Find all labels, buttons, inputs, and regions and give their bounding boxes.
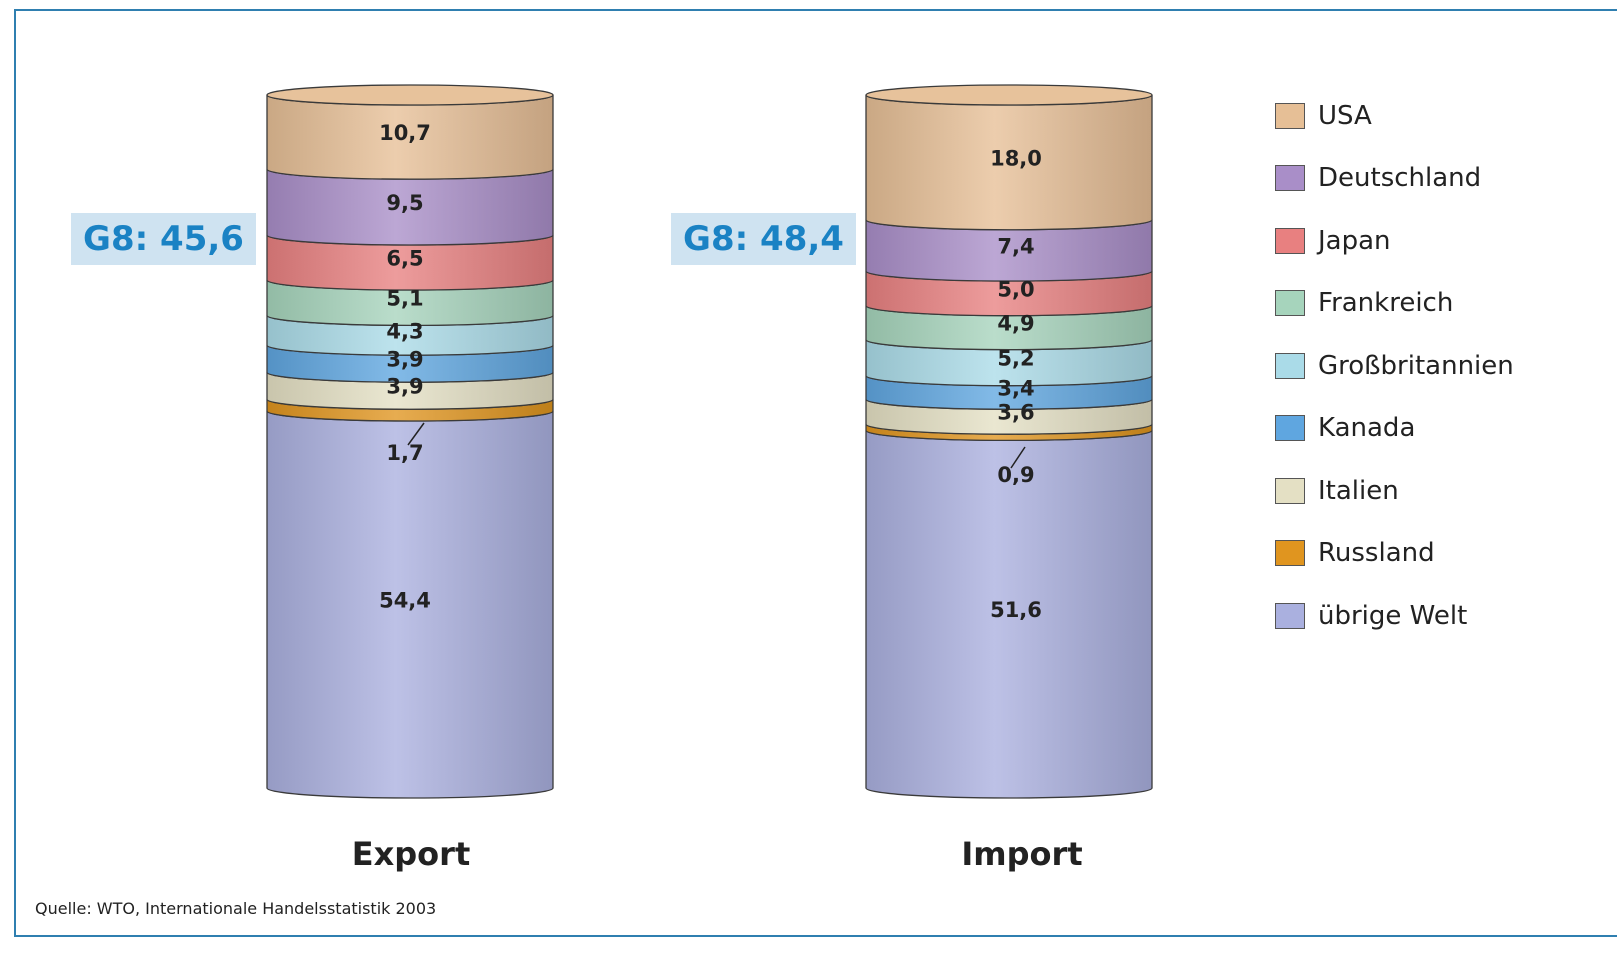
data-label: 9,5 bbox=[386, 191, 423, 215]
data-label: 7,4 bbox=[997, 234, 1034, 258]
leader-line bbox=[1010, 446, 1026, 469]
data-label: 6,5 bbox=[386, 247, 423, 271]
data-label: 54,4 bbox=[379, 589, 431, 613]
legend-label: Kanada bbox=[1318, 413, 1416, 443]
legend-swatch bbox=[1275, 540, 1305, 566]
data-label: 0,9 bbox=[997, 463, 1034, 487]
data-label: 3,4 bbox=[997, 376, 1034, 400]
source-note: Quelle: WTO, Internationale Handelsstati… bbox=[35, 899, 437, 918]
data-label: 10,7 bbox=[379, 121, 431, 145]
legend-swatch bbox=[1275, 228, 1305, 254]
chart-frame bbox=[14, 9, 1617, 937]
data-label: 4,3 bbox=[386, 319, 423, 343]
data-label: 18,0 bbox=[990, 146, 1042, 170]
cylinder-top-cap bbox=[266, 84, 554, 106]
legend-item-japan: Japan bbox=[1275, 225, 1595, 257]
legend-label: Großbritannien bbox=[1318, 351, 1514, 381]
category-label-export: Export bbox=[351, 835, 471, 873]
legend-item-frankreich: Frankreich bbox=[1275, 287, 1595, 319]
data-label: 51,6 bbox=[990, 598, 1042, 622]
legend-swatch bbox=[1275, 353, 1305, 379]
g8-total-import: G8: 48,4 bbox=[671, 213, 856, 265]
legend-label: USA bbox=[1318, 101, 1372, 131]
cylinder-export: 10,7 9,5 6,5 5,1 4,3 3,9 3,9 1,7 54,4 bbox=[266, 84, 554, 799]
legend-item-kanada: Kanada bbox=[1275, 412, 1595, 444]
data-label: 3,6 bbox=[997, 401, 1034, 425]
legend-item-usa: USA bbox=[1275, 100, 1595, 132]
legend-swatch bbox=[1275, 603, 1305, 629]
legend-label: Russland bbox=[1318, 538, 1435, 568]
legend-label: übrige Welt bbox=[1318, 601, 1468, 631]
g8-total-export: G8: 45,6 bbox=[71, 213, 256, 265]
cylinder-import: 18,0 7,4 5,0 4,9 5,2 3,43,6 0,9 51,6 bbox=[865, 84, 1153, 799]
leader-line bbox=[407, 422, 425, 446]
legend-item-grossbritannien: Großbritannien bbox=[1275, 350, 1595, 382]
data-label: 3,9 bbox=[386, 375, 423, 399]
legend-item-italien: Italien bbox=[1275, 475, 1595, 507]
legend-item-uebrige-welt: übrige Welt bbox=[1275, 600, 1595, 632]
data-label: 5,0 bbox=[997, 277, 1034, 301]
legend-swatch bbox=[1275, 415, 1305, 441]
legend-swatch bbox=[1275, 165, 1305, 191]
legend-swatch bbox=[1275, 478, 1305, 504]
category-label-import: Import bbox=[961, 835, 1083, 873]
legend-item-deutschland: Deutschland bbox=[1275, 162, 1595, 194]
legend-item-russland: Russland bbox=[1275, 537, 1595, 569]
legend-label: Frankreich bbox=[1318, 288, 1454, 318]
legend-swatch bbox=[1275, 103, 1305, 129]
legend-label: Italien bbox=[1318, 476, 1399, 506]
legend-label: Japan bbox=[1318, 226, 1391, 256]
data-label: 3,9 bbox=[386, 348, 423, 372]
data-label: 4,9 bbox=[997, 312, 1034, 336]
data-label: 5,1 bbox=[386, 287, 423, 311]
data-label: 5,2 bbox=[997, 347, 1034, 371]
legend-label: Deutschland bbox=[1318, 163, 1482, 193]
cylinder-top-cap bbox=[865, 84, 1153, 106]
data-label: 1,7 bbox=[386, 441, 423, 465]
legend-swatch bbox=[1275, 290, 1305, 316]
